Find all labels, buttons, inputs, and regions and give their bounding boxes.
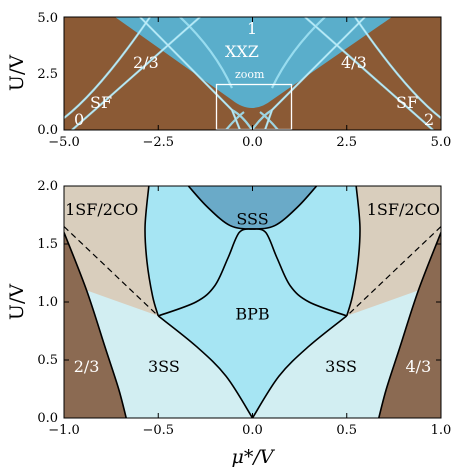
bottom-panel: −1.0 −0.5 0.0 0.5 1.0 0.0 0.5 1.0 1.5 2.…: [6, 179, 451, 468]
top-xtick-label: 0.0: [242, 135, 263, 150]
top-boundary-d: [179, 17, 234, 89]
bottom-phase-regions: [64, 186, 441, 418]
bottom-region-label: 1SF/2CO: [65, 200, 138, 219]
bottom-region-label: 4/3: [406, 357, 432, 376]
boundary-lower-right: [251, 315, 348, 418]
top-label-2: 2: [424, 110, 434, 129]
bottom-region-label: SSS: [236, 209, 268, 228]
top-ytick-label: 5.0: [37, 11, 58, 26]
bpb-region: [145, 186, 360, 418]
bottom-ytick-label: 1.0: [37, 295, 58, 310]
bottom-xtick-label: 1.0: [431, 423, 452, 438]
cofluid-region-right: [346, 186, 441, 316]
bottom-region-label: 2/3: [74, 357, 100, 376]
bottom-xtick-label: −0.5: [142, 423, 174, 438]
bottom-region-label: 3SS: [148, 357, 180, 376]
top-label-sf-left: SF: [90, 93, 112, 112]
top-label-0: 0: [74, 110, 84, 129]
top-label-4-3: 4/3: [341, 53, 367, 72]
cofluid-region-left: [64, 186, 159, 316]
top-label-xxz: XXZ: [225, 42, 259, 61]
bottom-xtick-label: −1.0: [48, 423, 80, 438]
mott-region-4-3: [378, 232, 441, 418]
bottom-y-axis-label: U/V: [6, 284, 28, 320]
top-xtick-label: 2.5: [336, 135, 357, 150]
top-y-axis-label: U/V: [6, 55, 28, 91]
bottom-ytick-label: 2.0: [37, 179, 58, 194]
top-ytick-label: 2.5: [37, 67, 58, 82]
top-xtick-label: −5.0: [48, 135, 80, 150]
top-label-1: 1: [247, 19, 257, 38]
bottom-region-label: 3SS: [325, 357, 357, 376]
bottom-region-label: 1SF/2CO: [367, 200, 440, 219]
boundary-bpb-right: [252, 228, 348, 317]
bottom-xtick-label: 0.0: [242, 423, 263, 438]
top-boundary-i: [231, 109, 273, 130]
boundary-outer-right: [345, 186, 361, 317]
top-panel: 0 SF 2/3 1 XXZ zoom 4/3 SF 2 −5.0 −2.5 0…: [6, 11, 451, 150]
mott-region-2-3: [64, 232, 127, 418]
boundary-dashed-left: [64, 226, 159, 317]
top-x-ticks: [157, 17, 348, 130]
top-xtick-label: −2.5: [142, 135, 174, 150]
top-label-2-3: 2/3: [133, 53, 159, 72]
top-xtick-label: 5.0: [431, 135, 452, 150]
boundary-bpb-left: [157, 228, 253, 317]
top-ytick-label: 0.0: [37, 123, 58, 138]
bottom-region-label: BPB: [235, 305, 269, 324]
bottom-ytick-label: 1.5: [37, 237, 58, 252]
bottom-xtick-label: 0.5: [336, 423, 357, 438]
bottom-ytick-label: 0.0: [37, 411, 58, 426]
top-heatmap: 0 SF 2/3 1 XXZ zoom 4/3 SF 2: [64, 17, 441, 130]
boundary-dashed-right: [346, 226, 441, 317]
bottom-ytick-label: 0.5: [37, 353, 58, 368]
top-boundary-h: [271, 17, 326, 89]
top-lobe-xxz: [115, 17, 392, 108]
bottom-x-axis-label: μ*/V: [232, 446, 276, 468]
top-label-sf-right: SF: [396, 93, 418, 112]
boundary-sss: [187, 186, 318, 230]
boundary-mott-right: [378, 232, 441, 418]
bottom-ticks: [64, 186, 441, 418]
boundary-outer-left: [144, 186, 160, 317]
boundary-lower-left: [157, 315, 254, 418]
top-label-zoom: zoom: [235, 68, 265, 81]
boundary-mott-left: [64, 232, 127, 418]
